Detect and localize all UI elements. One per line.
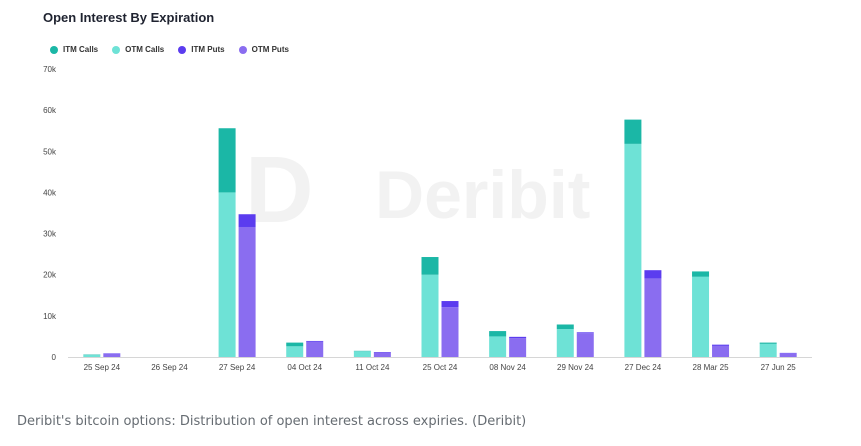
- bar-otm-puts-27-sep-24: [238, 226, 256, 357]
- legend-swatch-otm-puts: [238, 45, 247, 54]
- x-tick-label: 08 Nov 24: [489, 363, 526, 372]
- bar-otm-calls-27-dec-24: [624, 143, 642, 357]
- y-tick-label: 70k: [43, 65, 57, 74]
- bar-otm-puts-27-jun-25: [779, 353, 797, 357]
- legend-swatch-itm-calls: [50, 45, 58, 54]
- legend-label-otm-puts: OTM Puts: [251, 45, 289, 54]
- x-tick-label: 28 Mar 25: [693, 363, 730, 372]
- y-tick-label: 0: [52, 353, 57, 362]
- bar-otm-calls-28-mar-25: [692, 276, 710, 357]
- bar-itm-calls-28-mar-25: [692, 271, 710, 277]
- legend-label-itm-calls: ITM Calls: [63, 45, 99, 54]
- deribit-watermark: D Deribit: [245, 137, 590, 243]
- bar-otm-calls-04-oct-24: [286, 346, 304, 357]
- bar-otm-calls-25-oct-24: [421, 274, 439, 357]
- bar-chart: D Deribit 0 10k 20k 30k 40k 50k 60k 70k 25 Sep 24 2…: [43, 65, 812, 372]
- bar-otm-puts-25-oct-24: [441, 307, 459, 357]
- legend-swatch-itm-puts: [178, 45, 187, 54]
- watermark-logo-d: D: [245, 137, 314, 243]
- bar-otm-calls-27-jun-25: [759, 343, 777, 357]
- bar-itm-puts-04-oct-24: [306, 340, 324, 342]
- figure-caption: Deribit's bitcoin options: Distribution …: [17, 414, 527, 429]
- bar-otm-calls-27-sep-24: [218, 192, 236, 357]
- bar-otm-calls-29-nov-24: [556, 329, 574, 357]
- bar-otm-calls-25-sep-24: [83, 354, 101, 357]
- chart-title: Open Interest By Expiration: [43, 10, 215, 25]
- bar-itm-calls-27-sep-24: [218, 128, 236, 193]
- bar-itm-puts-29-nov-24: [576, 332, 594, 334]
- bar-itm-calls-08-nov-24: [489, 331, 507, 337]
- x-tick-label: 27 Sep 24: [219, 363, 256, 372]
- bar-itm-calls-29-nov-24: [556, 324, 574, 330]
- bar-otm-puts-04-oct-24: [306, 341, 324, 357]
- x-tick-label: 26 Sep 24: [151, 363, 188, 372]
- legend-label-itm-puts: ITM Puts: [191, 45, 225, 54]
- bar-itm-calls-04-oct-24: [286, 342, 304, 347]
- legend-swatch-otm-calls: [112, 45, 121, 54]
- chart-card: Open Interest By Expiration ITM Calls OTM…: [43, 10, 812, 372]
- bar-otm-calls-08-nov-24: [489, 336, 507, 357]
- x-tick-label: 25 Oct 24: [423, 363, 458, 372]
- bar-itm-puts-27-dec-24: [644, 270, 662, 279]
- legend-item-otm-calls[interactable]: OTM Calls: [112, 45, 164, 54]
- bar-otm-puts-25-sep-24: [103, 353, 121, 357]
- x-tick-label: 27 Jun 25: [761, 363, 797, 372]
- bar-otm-puts-11-oct-24: [373, 352, 391, 357]
- bar-otm-puts-28-mar-25: [712, 345, 730, 357]
- bar-itm-calls-27-dec-24: [624, 119, 642, 144]
- watermark-text: Deribit: [375, 157, 590, 233]
- y-tick-label: 40k: [43, 188, 57, 197]
- y-tick-label: 50k: [43, 147, 57, 156]
- bar-otm-puts-29-nov-24: [576, 333, 594, 357]
- y-tick-label: 10k: [43, 312, 57, 321]
- x-tick-label: 11 Oct 24: [355, 363, 390, 372]
- y-tick-label: 60k: [43, 106, 57, 115]
- y-tick-label: 20k: [43, 271, 57, 280]
- x-tick-label: 29 Nov 24: [557, 363, 594, 372]
- chart-legend: ITM Calls OTM Calls ITM Puts OTM Puts: [50, 45, 289, 54]
- bar-otm-puts-08-nov-24: [509, 338, 527, 357]
- bar-itm-calls-27-jun-25: [759, 342, 777, 344]
- legend-item-otm-puts[interactable]: OTM Puts: [238, 45, 289, 54]
- bar-itm-puts-08-nov-24: [509, 336, 527, 339]
- legend-label-otm-calls: OTM Calls: [125, 45, 165, 54]
- bar-otm-puts-27-dec-24: [644, 278, 662, 357]
- bar-itm-puts-25-oct-24: [441, 301, 459, 308]
- x-tick-label: 27 Dec 24: [625, 363, 662, 372]
- legend-item-itm-puts[interactable]: ITM Puts: [178, 45, 225, 54]
- bar-itm-calls-25-oct-24: [421, 257, 439, 275]
- bar-itm-puts-27-sep-24: [238, 214, 256, 227]
- bar-otm-calls-11-oct-24: [353, 351, 371, 357]
- legend-item-itm-calls[interactable]: ITM Calls: [50, 45, 98, 54]
- x-tick-label: 04 Oct 24: [287, 363, 322, 372]
- x-tick-label: 25 Sep 24: [84, 363, 121, 372]
- bar-itm-puts-28-mar-25: [712, 344, 730, 346]
- y-tick-label: 30k: [43, 230, 57, 239]
